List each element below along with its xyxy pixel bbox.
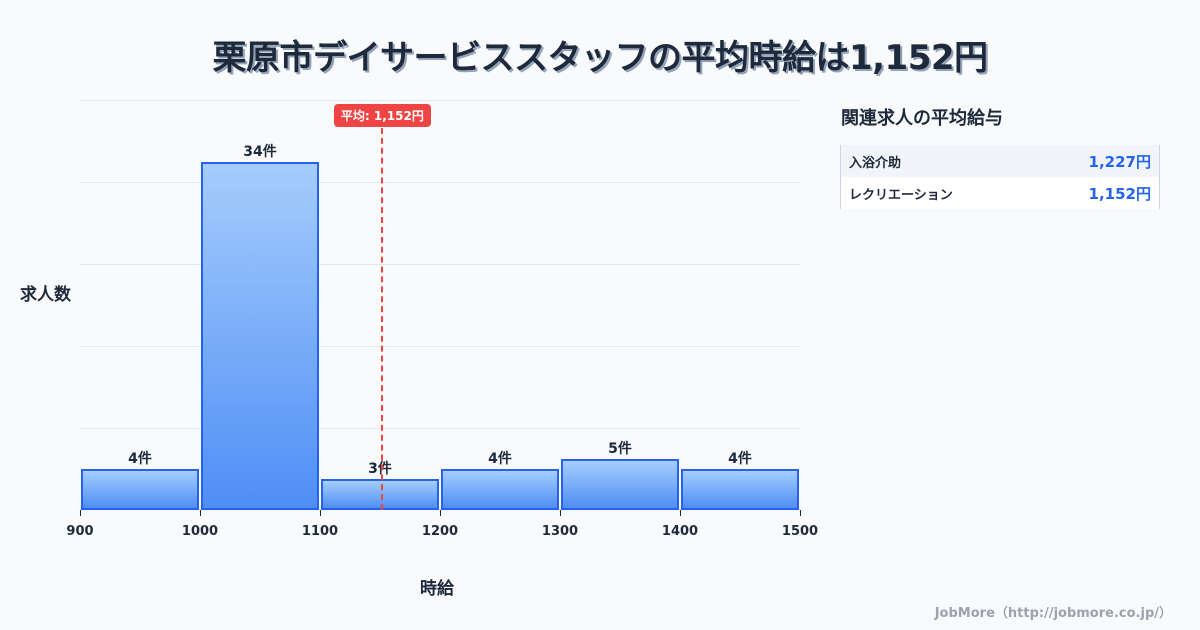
histogram-bar[interactable] [681, 469, 799, 510]
page-title: 栗原市デイサービススタッフの平均時給は1,152円 [212, 38, 988, 78]
related-job-name: 入浴介助 [849, 155, 902, 171]
bar-value-label: 4件 [128, 451, 152, 467]
histogram-bar[interactable] [441, 469, 559, 510]
histogram-bar[interactable] [561, 458, 679, 510]
x-axis-tick-label: 1100 [301, 524, 339, 539]
x-axis-tick-label: 1300 [541, 524, 579, 539]
x-axis-tick [80, 510, 81, 516]
x-axis-tick [320, 510, 321, 516]
x-axis-tick-label: 1400 [661, 524, 699, 539]
source-credit: JobMore（http://jobmore.co.jp/） [934, 606, 1172, 621]
x-axis-tick [800, 510, 801, 516]
related-job-wage: 1,152円 [1088, 184, 1151, 203]
related-job-name: レクリエーション [849, 187, 953, 203]
gridline [80, 182, 800, 183]
x-axis-tick-label: 1000 [181, 524, 219, 539]
related-jobs-table: 入浴介助 1,227円 レクリエーション 1,152円 [840, 145, 1160, 209]
histogram-chart: 求人数 時給 4件 34件 3件 4件 5件 4件 900 1000 1100 1200 1300 1… [20, 100, 819, 599]
x-axis-tick [680, 510, 681, 516]
bar-value-label: 34件 [243, 143, 277, 160]
histogram-bar[interactable] [321, 479, 439, 510]
x-axis-tick [440, 510, 441, 516]
bar-value-label: 4件 [488, 451, 512, 467]
related-jobs-title: 関連求人の平均給与 [841, 108, 1003, 129]
x-axis-tick-label: 1500 [781, 524, 819, 539]
related-job-row: 入浴介助 1,227円 [841, 145, 1159, 177]
x-axis-tick [560, 510, 561, 516]
y-axis-label: 求人数 [20, 285, 71, 305]
x-axis-tick-label: 900 [66, 524, 94, 539]
average-badge: 平均: 1,152円 [333, 104, 431, 127]
histogram-bar[interactable] [201, 161, 319, 510]
gridline [80, 428, 800, 429]
bar-value-label: 5件 [608, 440, 632, 457]
gridline [80, 346, 800, 347]
x-axis-tick-label: 1200 [421, 524, 459, 539]
bar-value-label: 4件 [728, 451, 752, 467]
average-line [381, 128, 384, 510]
related-job-row: レクリエーション 1,152円 [841, 177, 1159, 209]
x-axis-tick [200, 510, 201, 516]
related-job-wage: 1,227円 [1088, 152, 1151, 171]
bar-value-label: 3件 [368, 461, 392, 478]
gridline [80, 264, 800, 265]
histogram-bar[interactable] [81, 469, 199, 510]
x-axis-label: 時給 [420, 579, 454, 599]
gridline [80, 100, 800, 101]
